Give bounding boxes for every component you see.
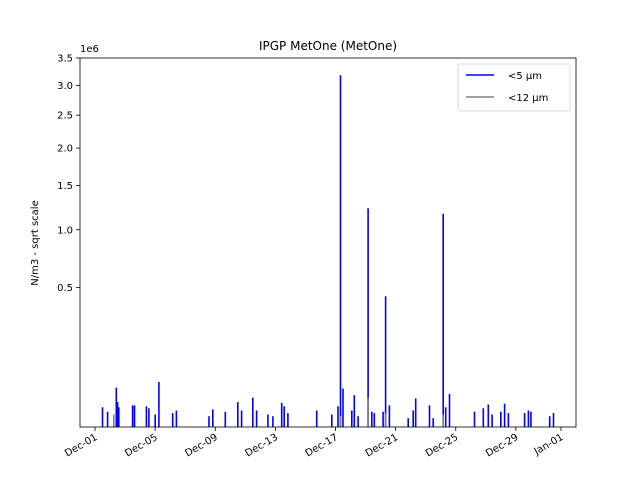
y-axis-label: N/m3 - sqrt scale (30, 200, 41, 285)
y-offset-text: 1e6 (80, 44, 99, 55)
y-tick-label-5: 3.0 (57, 81, 73, 92)
y-tick-label-3: 2.0 (57, 144, 73, 155)
y-tick-label-0: 0.5 (57, 283, 73, 294)
legend-label-lt5: <5 µm (508, 71, 542, 82)
y-tick-label-1: 1.0 (57, 225, 73, 236)
chart-title: IPGP MetOne (MetOne) (259, 39, 397, 53)
y-tick-label-4: 2.5 (57, 111, 73, 122)
plot-frame (79, 57, 577, 428)
legend-label-lt12: <12 µm (508, 93, 548, 104)
series-layer (101, 75, 555, 427)
legend: <5 µm <12 µm (457, 63, 571, 112)
y-tick-label-6: 3.5 (57, 54, 73, 65)
y-tick-label-2: 1.5 (57, 181, 73, 192)
